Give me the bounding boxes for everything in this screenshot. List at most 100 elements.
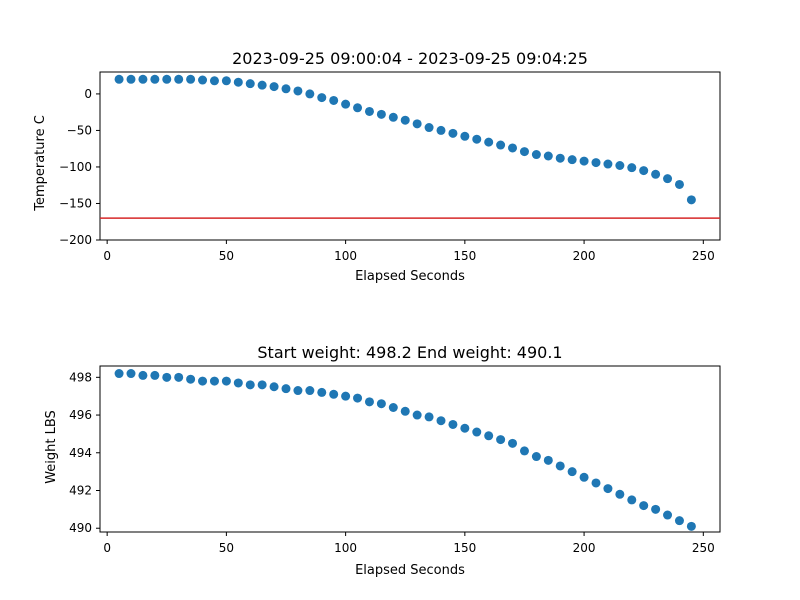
weight-data-point: [627, 495, 637, 505]
temperature-data-point: [269, 82, 279, 92]
temperature-data-point: [424, 123, 434, 133]
weight-data-point: [209, 376, 219, 386]
temperature-data-point: [436, 125, 446, 135]
temperature-data-point: [663, 174, 673, 184]
temperature-y-tick-label: 0: [84, 87, 92, 101]
temperature-data-point: [233, 77, 243, 87]
weight-markers: [114, 369, 696, 531]
weight-data-point: [317, 387, 327, 397]
temperature-data-point: [639, 166, 649, 176]
weight-data-point: [114, 369, 124, 379]
temperature-data-point: [484, 137, 494, 147]
temperature-y-ticks: 0 −50 −100 −150 −200: [59, 87, 100, 247]
weight-x-tick-label: 100: [334, 541, 357, 555]
weight-data-point: [162, 372, 172, 382]
weight-data-point: [663, 510, 673, 520]
weight-data-point: [269, 382, 279, 392]
temperature-y-axis-label: Temperature C: [33, 115, 48, 212]
temperature-data-point: [674, 179, 684, 189]
temperature-data-point: [293, 86, 303, 96]
weight-data-point: [651, 504, 661, 514]
temperature-data-point: [376, 109, 386, 119]
temperature-panel: 2023-09-25 09:00:04 - 2023-09-25 09:04:2…: [33, 49, 721, 284]
temperature-y-tick-label: −50: [67, 123, 92, 137]
temperature-data-point: [686, 195, 696, 205]
weight-x-tick-label: 250: [692, 541, 715, 555]
temperature-x-tick-label: 0: [103, 249, 111, 263]
weight-data-point: [126, 369, 136, 379]
temperature-data-point: [400, 115, 410, 125]
temperature-data-point: [245, 79, 255, 89]
temperature-data-point: [388, 112, 398, 122]
weight-data-point: [496, 435, 506, 445]
temperature-data-point: [543, 151, 553, 161]
temperature-data-point: [281, 84, 291, 94]
weight-y-ticks: 490 492 494 496 498: [69, 370, 100, 535]
weight-data-point: [174, 372, 184, 382]
temperature-data-point: [519, 147, 529, 157]
temperature-x-axis-label: Elapsed Seconds: [355, 269, 465, 284]
temperature-data-point: [496, 140, 506, 150]
weight-data-point: [138, 370, 148, 380]
temperature-data-point: [555, 153, 565, 163]
weight-y-tick-label: 496: [69, 408, 92, 422]
weight-data-point: [245, 380, 255, 390]
temperature-data-point: [353, 103, 363, 113]
temperature-data-point: [460, 131, 470, 141]
weight-data-point: [376, 399, 386, 409]
weight-y-axis-label: Weight LBS: [44, 410, 59, 484]
weight-data-point: [531, 452, 541, 462]
weight-data-point: [603, 484, 613, 494]
weight-data-point: [460, 423, 470, 433]
weight-data-point: [353, 393, 363, 403]
temperature-markers: [114, 74, 696, 205]
weight-data-point: [686, 521, 696, 531]
weight-data-point: [567, 467, 577, 477]
temperature-x-ticks: 0 50 100 150 200 250: [103, 240, 715, 263]
weight-data-point: [639, 501, 649, 511]
temperature-data-point: [257, 80, 267, 90]
temperature-data-point: [531, 150, 541, 160]
weight-data-point: [233, 378, 243, 388]
temperature-data-point: [209, 76, 219, 86]
weight-x-axis-label: Elapsed Seconds: [355, 563, 465, 578]
temperature-data-point: [448, 128, 458, 138]
weight-data-point: [257, 380, 267, 390]
temperature-data-point: [472, 134, 482, 144]
weight-y-tick-label: 498: [69, 370, 92, 384]
weight-data-point: [329, 389, 339, 399]
temperature-data-point: [198, 75, 208, 85]
weight-data-point: [555, 461, 565, 471]
temperature-data-point: [162, 74, 172, 84]
temperature-data-point: [150, 74, 160, 84]
temperature-y-tick-label: −100: [59, 160, 92, 174]
weight-data-point: [305, 386, 315, 396]
weight-data-point: [519, 446, 529, 456]
temperature-data-point: [329, 95, 339, 105]
weight-data-point: [508, 438, 518, 448]
temperature-y-tick-label: −150: [59, 196, 92, 210]
temperature-data-point: [412, 119, 422, 129]
weight-y-tick-label: 492: [69, 484, 92, 498]
temperature-y-tick-label: −200: [59, 233, 92, 247]
weight-axes-frame: [99, 365, 721, 533]
temperature-axes-frame: [99, 71, 721, 241]
temperature-data-point: [138, 74, 148, 84]
weight-x-ticks: 0 50 100 150 200 250: [103, 532, 715, 555]
weight-data-point: [293, 386, 303, 396]
weight-data-point: [198, 376, 208, 386]
weight-data-point: [364, 397, 374, 407]
weight-data-point: [341, 391, 351, 401]
temperature-data-point: [341, 99, 351, 109]
temperature-x-tick-label: 250: [692, 249, 715, 263]
weight-chart-title: Start weight: 498.2 End weight: 490.1: [257, 343, 562, 362]
weight-x-tick-label: 200: [573, 541, 596, 555]
temperature-chart-title: 2023-09-25 09:00:04 - 2023-09-25 09:04:2…: [232, 49, 588, 68]
weight-data-point: [436, 416, 446, 426]
weight-data-point: [281, 384, 291, 394]
weight-panel: Start weight: 498.2 End weight: 490.1 0 5…: [44, 343, 721, 578]
temperature-x-tick-label: 50: [219, 249, 234, 263]
temperature-data-point: [627, 163, 637, 173]
